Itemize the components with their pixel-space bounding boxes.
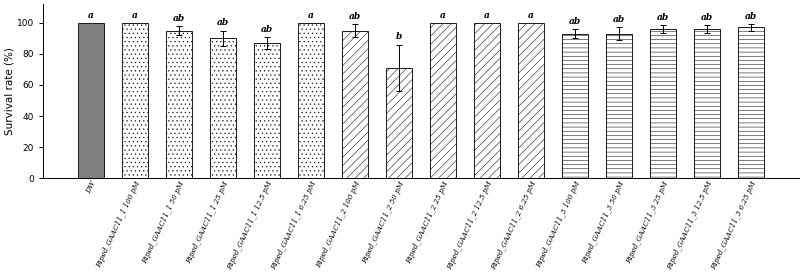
Text: ab: ab [656,13,668,22]
Text: a: a [87,11,94,20]
Text: ab: ab [700,13,712,22]
Text: b: b [395,32,402,42]
Bar [649,29,675,178]
Bar [209,39,236,178]
Bar [298,23,324,178]
Text: a: a [132,11,138,20]
Text: ab: ab [217,18,229,28]
Text: a: a [308,11,314,20]
Bar [78,23,103,178]
Bar [517,23,544,178]
Text: a: a [484,11,489,20]
Bar [693,29,719,178]
Text: ab: ab [744,12,756,21]
Text: ab: ab [261,25,273,34]
Bar [561,34,588,178]
Bar [385,68,411,178]
Bar [737,28,764,178]
Y-axis label: Survival rate (%): Survival rate (%) [4,47,14,135]
Text: a: a [439,11,445,20]
Text: ab: ab [349,12,361,21]
Text: ab: ab [613,15,625,24]
Bar [342,31,368,178]
Text: a: a [528,11,533,20]
Bar [429,23,456,178]
Bar [606,34,632,178]
Text: ab: ab [172,14,184,23]
Text: ab: ab [569,17,581,26]
Bar [165,31,192,178]
Bar [253,43,280,178]
Bar [473,23,500,178]
Bar [121,23,148,178]
